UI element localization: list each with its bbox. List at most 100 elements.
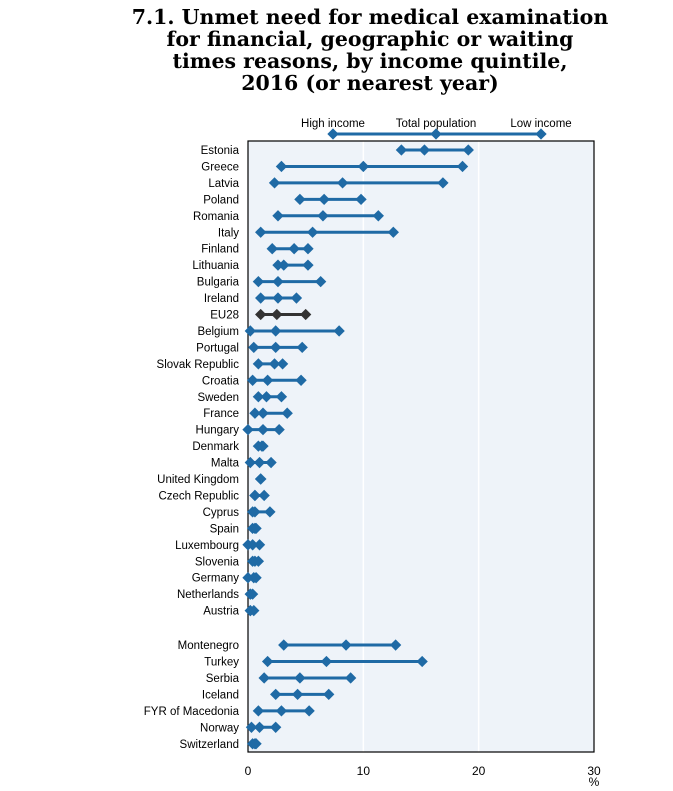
category-label: Spain (210, 523, 239, 535)
legend-label: Total population (396, 118, 477, 130)
category-label: Iceland (202, 689, 239, 701)
x-axis-label: % (589, 775, 600, 789)
data-point (257, 407, 269, 419)
title-line: times reasons, by income quintile, (172, 49, 568, 73)
data-point (242, 572, 254, 584)
category-label: Belgium (197, 326, 239, 338)
data-point (264, 506, 276, 518)
data-point (272, 275, 284, 288)
data-point (295, 374, 307, 386)
category-label: Norway (200, 722, 239, 734)
plot-frame (247, 140, 595, 753)
category-label: Romania (193, 211, 240, 223)
data-point (303, 705, 315, 717)
data-point (249, 407, 261, 419)
title-line: 2016 (or nearest year) (241, 71, 499, 95)
data-point (333, 325, 345, 337)
data-point (252, 555, 265, 567)
data-point (258, 489, 270, 502)
data-point (357, 160, 369, 173)
data-point (281, 407, 293, 419)
data-point (291, 688, 304, 701)
category-label: Luxembourg (175, 540, 239, 552)
data-point (244, 456, 256, 469)
category-label: Latvia (208, 178, 239, 190)
category-label: Turkey (204, 657, 239, 669)
legend-marker (327, 128, 339, 140)
data-point (323, 688, 335, 701)
data-point (252, 391, 265, 403)
data-point (252, 275, 265, 288)
data-point (271, 308, 283, 321)
data-point (290, 292, 303, 304)
category-label: Finland (201, 244, 239, 256)
category-label: Slovak Republic (157, 359, 240, 371)
data-point (317, 210, 329, 222)
data-point (273, 423, 285, 436)
data-point (260, 391, 273, 403)
category-label: United Kingdom (157, 474, 239, 486)
data-point (300, 308, 312, 321)
data-point (265, 456, 277, 469)
data-point (268, 177, 281, 189)
data-point (270, 721, 282, 733)
category-label: Estonia (201, 145, 240, 157)
legend-label: Low income (510, 118, 571, 130)
category-label: Austria (203, 606, 239, 618)
data-point (252, 358, 265, 370)
x-tick-label: 10 (357, 764, 371, 778)
data-point (275, 705, 288, 717)
data-point (395, 144, 408, 156)
title-line: for financial, geographic or waiting (166, 27, 574, 51)
data-point (275, 391, 288, 403)
data-point (270, 341, 282, 354)
category-label: Cyprus (203, 507, 240, 519)
data-point (306, 226, 319, 238)
data-point (336, 177, 349, 189)
category-label: Hungary (196, 425, 240, 437)
data-point (258, 672, 270, 684)
category-label: Denmark (192, 441, 239, 453)
data-point (437, 177, 449, 189)
category-label: Poland (203, 194, 239, 206)
category-label: FYR of Macedonia (144, 706, 240, 718)
x-tick-label: 20 (472, 764, 486, 778)
legend-marker (535, 128, 547, 140)
data-point (315, 275, 327, 288)
data-point (268, 358, 281, 370)
category-label: EU28 (210, 310, 239, 322)
category-label: Malta (211, 458, 240, 470)
legend-marker (430, 128, 442, 140)
category-label: Netherlands (177, 589, 239, 601)
data-point (270, 325, 282, 337)
category-label: Serbia (206, 673, 240, 685)
data-point (257, 440, 269, 452)
category-label: Montenegro (178, 640, 239, 652)
data-point (275, 160, 288, 173)
plot-area (248, 141, 594, 752)
category-label: Slovenia (195, 556, 240, 568)
data-point (416, 655, 428, 668)
data-point (244, 325, 256, 337)
x-tick-label: 30 (587, 764, 601, 778)
data-point (255, 308, 267, 321)
title-line: 7.1. Unmet need for medical examination (131, 5, 609, 29)
data-point (245, 721, 258, 733)
data-point (320, 655, 333, 668)
category-label: Ireland (204, 293, 239, 305)
data-point (250, 572, 262, 584)
data-point (278, 259, 290, 271)
data-point (355, 193, 367, 206)
data-point (246, 539, 259, 551)
category-label: Czech Republic (158, 490, 239, 502)
data-point (250, 522, 262, 535)
data-point (318, 193, 330, 206)
data-point (250, 738, 262, 750)
data-point (270, 688, 282, 701)
category-label: Portugal (196, 342, 239, 354)
data-point (242, 423, 254, 436)
data-point (252, 705, 265, 717)
data-point (294, 193, 306, 206)
category-label: Bulgaria (197, 277, 240, 289)
data-point (340, 639, 352, 651)
